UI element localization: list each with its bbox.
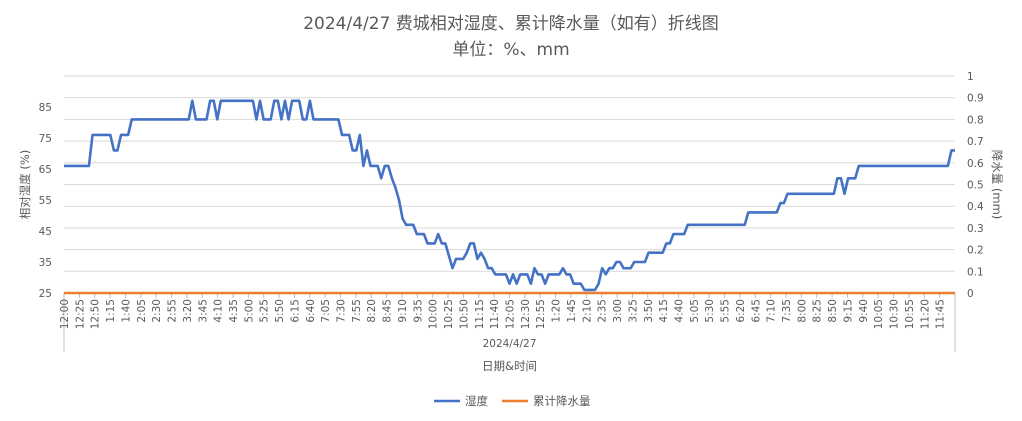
y-tick-label: 55: [39, 195, 52, 207]
x-tick-label: 8:50: [827, 299, 839, 323]
x-tick-label: 11:45: [935, 299, 947, 329]
x-tick-label: 12:25: [74, 299, 86, 329]
x-tick-label: 2:35: [597, 299, 609, 323]
x-tick-label: 2:55: [167, 299, 179, 323]
x-tick-label: 10:25: [443, 299, 455, 329]
x-tick-label: 7:05: [320, 299, 332, 323]
y-tick-label: 45: [39, 226, 52, 238]
x-tick-label: 3:45: [197, 299, 209, 323]
x-tick-label: 9:40: [858, 299, 870, 323]
x-axis-title: 日期&时间: [482, 359, 537, 373]
x-tick-label: 7:55: [351, 299, 363, 323]
y2-tick-label: 0.5: [967, 180, 984, 192]
x-tick-label: 12:50: [90, 299, 102, 329]
x-tick-label: 11:20: [919, 299, 931, 329]
y2-tick-label: 0.4: [967, 201, 984, 213]
x-tick-label: 8:45: [382, 299, 394, 323]
x-tick-label: 3:00: [612, 299, 624, 323]
y-tick-label: 65: [39, 164, 52, 176]
x-tick-label: 1:20: [551, 299, 563, 323]
x-tick-label: 5:55: [720, 299, 732, 323]
x-tick-label: 11:15: [474, 299, 486, 329]
x-tick-label: 1:15: [105, 299, 117, 323]
x-tick-label: 12:05: [505, 299, 517, 329]
y-tick-label: 35: [39, 257, 52, 269]
x-tick-label: 4:40: [673, 299, 685, 323]
x-tick-label: 8:00: [796, 299, 808, 323]
legend-label: 湿度: [465, 394, 488, 408]
x-tick-label: 9:10: [397, 299, 409, 323]
x-tick-label: 2:05: [136, 299, 148, 323]
x-tick-label: 5:30: [704, 299, 716, 323]
x-tick-label: 6:40: [305, 299, 317, 323]
y2-tick-label: 0.7: [967, 136, 984, 148]
legend-label: 累计降水量: [533, 394, 591, 408]
x-tick-label: 10:30: [889, 299, 901, 329]
x-date-label: 2024/4/27: [483, 338, 537, 350]
x-tick-label: 3:50: [643, 299, 655, 323]
x-tick-label: 8:20: [366, 299, 378, 323]
x-tick-label: 9:35: [412, 299, 424, 323]
x-tick-label: 8:25: [812, 299, 824, 323]
chart-subtitle: 单位：%、mm: [452, 40, 570, 60]
chart-title: 2024/4/27 费城相对湿度、累计降水量（如有）折线图: [303, 14, 719, 34]
x-tick-label: 7:30: [336, 299, 348, 323]
x-tick-label: 11:40: [489, 299, 501, 329]
x-tick-label: 6:20: [735, 299, 747, 323]
y2-tick-label: 0.9: [967, 93, 984, 105]
x-tick-label: 5:00: [243, 299, 255, 323]
gridlines: [64, 75, 955, 272]
x-tick-label: 4:15: [658, 299, 670, 323]
x-tick-label: 7:10: [766, 299, 778, 323]
x-tick-label: 7:35: [781, 299, 793, 323]
x-tick-label: 9:15: [842, 299, 854, 323]
y-tick-label: 25: [39, 288, 52, 300]
x-tick-label: 10:50: [458, 299, 470, 329]
x-tick-label: 10:05: [873, 299, 885, 329]
x-tick-label: 1:45: [566, 299, 578, 323]
y-tick-label: 85: [39, 102, 52, 114]
x-tick-label: 12:00: [59, 299, 71, 329]
x-tick-label: 4:35: [228, 299, 240, 323]
series-lines: [64, 99, 955, 295]
x-tick-label: 2:30: [151, 299, 163, 323]
x-tick-label: 2:10: [581, 299, 593, 323]
y2-tick-label: 0.3: [967, 223, 984, 235]
series-line-humidity: [64, 99, 955, 292]
y-axis-title: 相对湿度 (%): [18, 150, 32, 220]
x-tick-label: 3:20: [182, 299, 194, 323]
x-tick-label: 10:55: [904, 299, 916, 329]
x-tick-label: 12:55: [535, 299, 547, 329]
x-tick-label: 6:45: [750, 299, 762, 323]
y2-axis-title: 降水量 (mm): [990, 150, 1004, 220]
x-tick-label: 3:25: [627, 299, 639, 323]
axis-labels: 25 35 45 55 65 75 85 0 0.1 0.2 0.3 0.4 0.5 0.6 0.7 0.8 0…: [18, 71, 1004, 373]
y2-tick-label: 0.6: [967, 158, 984, 170]
y2-tick-label: 1: [967, 71, 974, 83]
y2-tick-label: 0.1: [967, 266, 984, 278]
y-tick-label: 75: [39, 133, 52, 145]
legend: 湿度 累计降水量: [434, 394, 591, 408]
y2-tick-label: 0.2: [967, 245, 984, 257]
x-tick-label: 5:25: [259, 299, 271, 323]
x-tick-label: 12:30: [520, 299, 532, 329]
x-tick-label: 5:05: [689, 299, 701, 323]
y2-tick-label: 0: [967, 288, 974, 300]
x-tick-label: 10:00: [428, 299, 440, 329]
x-tick-label: 6:15: [289, 299, 301, 323]
y2-tick-label: 0.8: [967, 114, 984, 126]
x-tick-label: 5:50: [274, 299, 286, 323]
x-tick-label: 1:40: [120, 299, 132, 323]
x-tick-label: 4:10: [213, 299, 225, 323]
